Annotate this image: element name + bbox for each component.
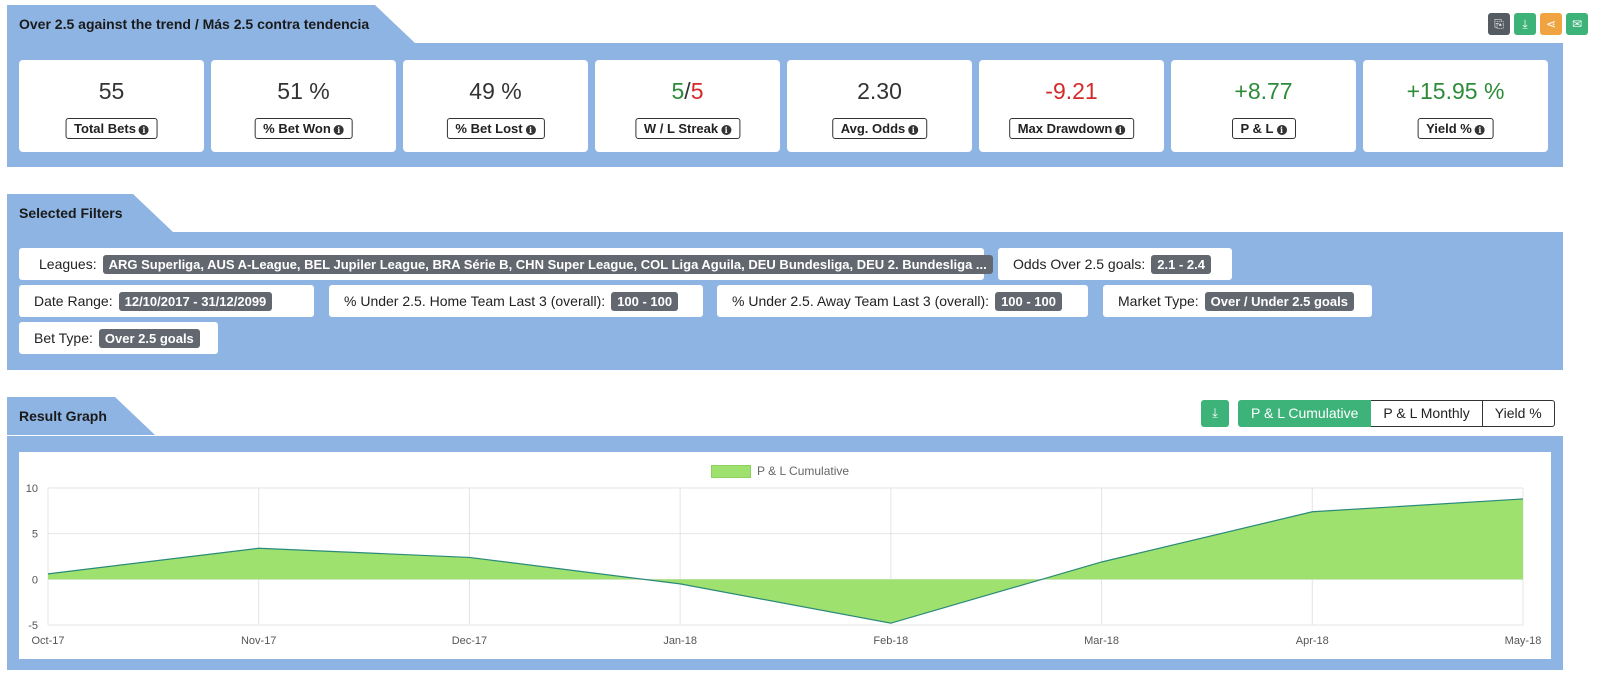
y-tick-label: 5 — [32, 529, 38, 541]
filters-title: Selected Filters — [19, 205, 123, 221]
filter-value: Over / Under 2.5 goals — [1204, 292, 1354, 311]
stat-label[interactable]: W / L Streak i — [634, 118, 741, 139]
filter-market-type: Market Type: Over / Under 2.5 goals — [1103, 285, 1372, 317]
x-tick-label: May-18 — [1505, 635, 1542, 647]
filter-value: 100 - 100 — [611, 292, 679, 311]
series-line — [47, 498, 1524, 624]
info-icon[interactable]: i — [721, 125, 732, 135]
stats-cards: 55 Total Bets i 51 % % Bet Won i 49 % % Be… — [19, 60, 1548, 152]
stat-value: +8.77 — [1234, 78, 1293, 104]
filter-value: ARG Superliga, AUS A-League, BEL Jupiler… — [102, 255, 993, 274]
y-tick-label: 10 — [26, 483, 38, 495]
stat-value: 51 % — [277, 78, 330, 104]
x-tick-label: Nov-17 — [241, 635, 276, 647]
stat-label[interactable]: % Bet Lost i — [446, 118, 545, 139]
download-chart-icon[interactable]: ⤓ — [1201, 400, 1229, 427]
stat-value: 2.30 — [857, 78, 902, 104]
filter-value: 2.1 - 2.4 — [1151, 255, 1211, 274]
chart-svg: -5 0 5 10 Oct-17 Nov-17 Dec-17 Jan-18 Feb-18 Mar-… — [26, 483, 1542, 647]
streak-separator: / — [684, 78, 691, 104]
filter-away-under: % Under 2.5. Away Team Last 3 (overall):… — [717, 285, 1088, 317]
strategy-actions: ⎘ ⤓ ⋖ ✉ — [1488, 13, 1588, 35]
stat-value: 5/5 — [595, 78, 780, 105]
copy-icon[interactable]: ⎘ — [1488, 13, 1510, 35]
stat-label[interactable]: Yield % i — [1417, 118, 1494, 139]
chart-legend: P & L Cumulative — [711, 464, 849, 478]
filters-tab: Selected Filters — [7, 194, 173, 232]
filter-value: 12/10/2017 - 31/12/2099 — [118, 292, 273, 311]
toggle-pl-monthly[interactable]: P & L Monthly — [1371, 400, 1483, 427]
info-icon[interactable]: i — [138, 125, 149, 135]
x-tick-label: Oct-17 — [31, 635, 64, 647]
loss-streak: 5 — [690, 78, 704, 104]
filter-odds: Odds Over 2.5 goals: 2.1 - 2.4 — [998, 248, 1232, 280]
stat-value: 49 % — [469, 78, 522, 104]
stat-card-total-bets: 55 Total Bets i — [19, 60, 204, 152]
strategy-title-tab: Over 2.5 against the trend / Más 2.5 con… — [7, 5, 415, 43]
result-chart: P & L Cumulative -5 0 5 10 Oct-17 Nov-17 Dec-1… — [19, 452, 1551, 659]
toggle-pl-cumulative[interactable]: P & L Cumulative — [1238, 400, 1372, 427]
stat-value: 55 — [98, 78, 125, 104]
stat-card-wl-streak: 5/5 W / L Streak i — [595, 60, 780, 152]
y-tick-label: -5 — [28, 620, 38, 632]
filter-leagues: Leagues: ARG Superliga, AUS A-League, BEL… — [19, 248, 993, 280]
toggle-yield[interactable]: Yield % — [1482, 400, 1555, 427]
download-icon[interactable]: ⤓ — [1514, 13, 1536, 35]
stat-label[interactable]: % Bet Won i — [254, 118, 353, 139]
stat-card-bet-won: 51 % % Bet Won i — [211, 60, 396, 152]
strategy-title: Over 2.5 against the trend / Más 2.5 con… — [19, 16, 370, 32]
y-tick-label: 0 — [32, 574, 38, 586]
filter-label: Leagues: — [39, 256, 97, 272]
info-icon[interactable]: i — [525, 125, 536, 135]
filter-label: Date Range: — [34, 293, 113, 309]
stat-label[interactable]: Avg. Odds i — [831, 118, 928, 139]
graph-tab: Result Graph — [7, 397, 155, 435]
stat-value: +15.95 % — [1406, 78, 1505, 104]
stat-card-avg-odds: 2.30 Avg. Odds i — [787, 60, 972, 152]
info-icon[interactable]: i — [1474, 125, 1485, 135]
legend-label: P & L Cumulative — [757, 464, 850, 478]
filter-value: Over 2.5 goals — [98, 329, 200, 348]
x-tick-label: Jan-18 — [663, 635, 697, 647]
filter-label: % Under 2.5. Home Team Last 3 (overall): — [344, 293, 606, 309]
info-icon[interactable]: i — [1276, 125, 1287, 135]
info-icon[interactable]: i — [1115, 125, 1126, 135]
info-icon[interactable]: i — [333, 125, 344, 135]
graph-mode-toggle: P & L Cumulative P & L Monthly Yield % — [1238, 400, 1555, 427]
stat-value: -9.21 — [1045, 78, 1098, 104]
filter-label: Market Type: — [1118, 293, 1199, 309]
series-area — [48, 498, 1523, 624]
stat-label[interactable]: Total Bets i — [65, 118, 158, 139]
stat-label[interactable]: Max Drawdown i — [1008, 118, 1135, 139]
envelope-icon[interactable]: ✉ — [1566, 13, 1588, 35]
filter-value: 100 - 100 — [995, 292, 1062, 311]
x-tick-label: Feb-18 — [873, 635, 908, 647]
stat-card-max-drawdown: -9.21 Max Drawdown i — [979, 60, 1164, 152]
filter-label: Bet Type: — [34, 330, 93, 346]
win-streak: 5 — [671, 78, 685, 104]
info-icon[interactable]: i — [908, 125, 919, 135]
stat-card-yield: +15.95 % Yield % i — [1363, 60, 1548, 152]
filter-date-range: Date Range: 12/10/2017 - 31/12/2099 — [19, 285, 314, 317]
stat-card-bet-lost: 49 % % Bet Lost i — [403, 60, 588, 152]
x-tick-label: Apr-18 — [1296, 635, 1329, 647]
x-tick-label: Dec-17 — [452, 635, 487, 647]
filter-label: Odds Over 2.5 goals: — [1013, 256, 1146, 272]
filter-home-under: % Under 2.5. Home Team Last 3 (overall):… — [329, 285, 703, 317]
graph-title: Result Graph — [19, 408, 107, 424]
filter-label: % Under 2.5. Away Team Last 3 (overall): — [732, 293, 990, 309]
filter-bet-type: Bet Type: Over 2.5 goals — [19, 322, 218, 354]
x-tick-label: Mar-18 — [1084, 635, 1119, 647]
legend-swatch — [711, 464, 751, 478]
share-icon[interactable]: ⋖ — [1540, 13, 1562, 35]
